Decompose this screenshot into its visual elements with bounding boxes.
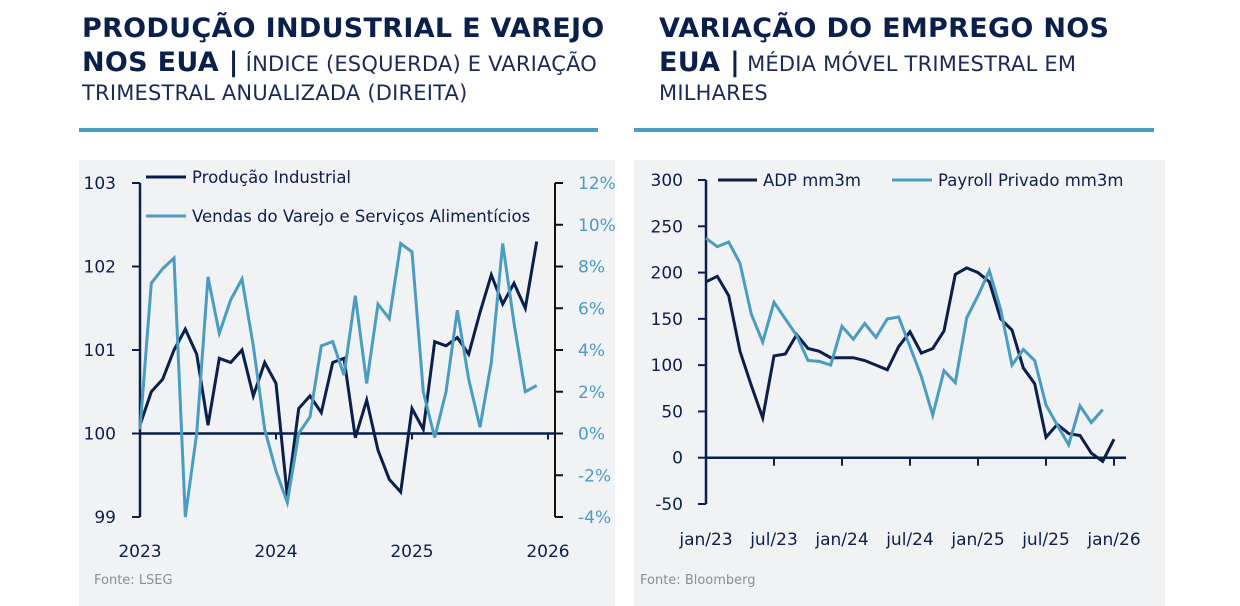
x-tick-label: jan/26 bbox=[1086, 530, 1140, 550]
x-tick-label: 2023 bbox=[118, 542, 161, 562]
left-y-tick-label: 100 bbox=[84, 425, 116, 445]
right-y-tick-label: 4% bbox=[578, 341, 605, 361]
legend-label-adp: ADP mm3m bbox=[763, 171, 861, 190]
x-tick-label: jan/23 bbox=[678, 530, 732, 550]
y-tick-label: 150 bbox=[651, 310, 683, 330]
right-title-subtitle: MÉDIA MÓVEL TRIMESTRAL EM MILHARES bbox=[659, 51, 1077, 105]
right-y-tick-label: -4% bbox=[578, 508, 611, 528]
left-y-tick-label: 103 bbox=[84, 174, 116, 194]
series-line-producao-industrial bbox=[138, 241, 539, 497]
series-line-adp bbox=[705, 266, 1116, 464]
right-title-bold: VARIAÇÃO DO EMPREGO NOS EUA | bbox=[659, 13, 1110, 78]
right-chart: -50 0 50 100 150 200 250 300 jan/23 jul/23 jan/24 j… bbox=[651, 171, 1141, 550]
right-y-tick-label: 0% bbox=[578, 425, 605, 445]
x-tick-label: 2025 bbox=[390, 542, 433, 562]
left-chart-title: PRODUÇÃO INDUSTRIAL E VAREJO NOS EUA | Í… bbox=[82, 12, 622, 106]
right-y-tick-label: 8% bbox=[578, 258, 605, 278]
y-tick-label: -50 bbox=[655, 495, 683, 515]
y-tick-label: 0 bbox=[672, 449, 683, 469]
right-y-tick-label: 10% bbox=[578, 216, 616, 236]
legend-label-varejo: Vendas do Varejo e Serviços Alimentícios bbox=[192, 207, 530, 226]
right-y-tick-label: 2% bbox=[578, 383, 605, 403]
legend-label-producao: Produção Industrial bbox=[192, 168, 351, 187]
x-tick-label: 2024 bbox=[254, 542, 297, 562]
x-tick-label: 2026 bbox=[526, 542, 569, 562]
y-tick-label: 200 bbox=[651, 264, 683, 284]
right-source: Fonte: Bloomberg bbox=[640, 573, 756, 588]
y-tick-label: 300 bbox=[651, 171, 683, 191]
left-y-tick-label: 99 bbox=[94, 508, 116, 528]
right-title-rule bbox=[634, 128, 1154, 132]
y-tick-label: 50 bbox=[661, 402, 683, 422]
y-tick-label: 250 bbox=[651, 217, 683, 237]
x-tick-label: jan/24 bbox=[814, 530, 868, 550]
x-tick-label: jul/25 bbox=[1021, 530, 1070, 550]
left-title-subtitle: ÍNDICE (ESQUERDA) E VARIAÇÃO TRIMESTRAL … bbox=[82, 51, 598, 105]
x-tick-label: jul/23 bbox=[749, 530, 798, 550]
left-chart: 99 100 101 102 103 -4% -2% 0% 2% 4% 6% 8% 10% 12% 2023… bbox=[84, 168, 616, 562]
left-title-rule bbox=[79, 128, 598, 132]
right-y-tick-label: -2% bbox=[578, 466, 611, 486]
right-chart-title: VARIAÇÃO DO EMPREGO NOS EUA | MÉDIA MÓVE… bbox=[659, 12, 1159, 106]
left-title-bold: PRODUÇÃO INDUSTRIAL E VAREJO NOS EUA | bbox=[82, 13, 605, 78]
y-tick-label: 100 bbox=[651, 356, 683, 376]
series-line-payroll-privado bbox=[705, 237, 1104, 449]
legend-label-payroll: Payroll Privado mm3m bbox=[938, 171, 1123, 190]
x-tick-label: jul/24 bbox=[885, 530, 934, 550]
left-y-tick-label: 102 bbox=[84, 258, 116, 278]
right-y-tick-label: 12% bbox=[578, 174, 616, 194]
right-y-tick-label: 6% bbox=[578, 299, 605, 319]
left-y-tick-label: 101 bbox=[84, 341, 116, 361]
x-tick-label: jan/25 bbox=[950, 530, 1004, 550]
series-line-vendas-varejo bbox=[138, 240, 538, 518]
left-source: Fonte: LSEG bbox=[94, 573, 173, 588]
right-chart-panel bbox=[634, 160, 1165, 606]
